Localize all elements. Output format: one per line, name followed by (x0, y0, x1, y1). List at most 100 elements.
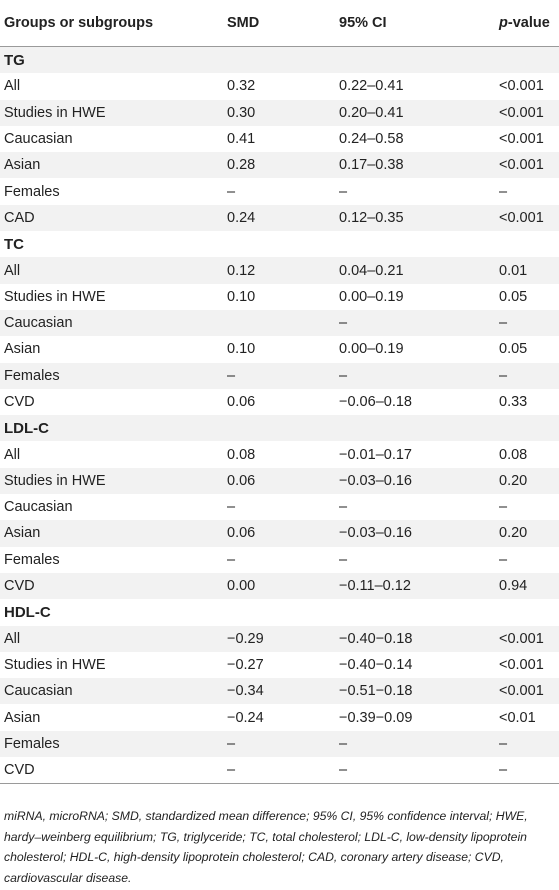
table-row: CVD – – – (0, 757, 559, 785)
subgroup-cell: Caucasian (4, 315, 73, 332)
table-row: Caucasian −0.34 −0.51−0.18 <0.001 (0, 678, 559, 705)
p-value-cell: 0.20 (499, 525, 528, 542)
ci-cell: −0.40−0.18 (339, 630, 413, 647)
empty-cell (227, 415, 339, 441)
subgroup-cell: Asian (4, 525, 41, 542)
ci-cell: – (339, 757, 499, 785)
p-value-cell: <0.001 (499, 209, 544, 226)
group-row: HDL-C (0, 599, 559, 626)
subgroup-cell: Studies in HWE (4, 104, 106, 121)
ci-cell: 0.12–0.35 (339, 209, 404, 226)
p-value-cell: 0.01 (499, 262, 528, 279)
header-groups: Groups or subgroups (0, 0, 227, 47)
table-row: All 0.08 −0.01–0.17 0.08 (0, 441, 559, 468)
subgroup-cell: Females (4, 183, 60, 200)
p-value-cell: <0.001 (499, 630, 544, 647)
table-row: CVD 0.06 −0.06–0.18 0.33 (0, 388, 559, 416)
table-row: All 0.32 0.22–0.41 <0.001 (0, 73, 559, 100)
header-p-italic: p (499, 15, 508, 31)
p-value-cell: 0.05 (499, 288, 528, 305)
ci-cell: – (339, 499, 348, 516)
header-p-rest: -value (507, 15, 550, 31)
table-row: Caucasian – – (0, 309, 559, 337)
subgroup-cell: Studies in HWE (4, 656, 106, 673)
table-row: Caucasian 0.41 0.24–0.58 <0.001 (0, 125, 559, 153)
p-value-cell: – (499, 499, 508, 516)
smd-cell: −0.24 (227, 709, 264, 726)
smd-cell: 0.06 (227, 472, 256, 489)
group-row: TG (0, 46, 559, 74)
smd-cell: – (227, 735, 236, 752)
smd-cell: 0.32 (227, 78, 256, 95)
group-label: HDL-C (4, 603, 51, 621)
ci-cell: 0.22–0.41 (339, 78, 404, 95)
smd-cell: – (227, 757, 339, 785)
p-value-cell: – (499, 183, 508, 200)
smd-cell: 0.08 (227, 446, 256, 463)
ci-cell: 0.00–0.19 (339, 341, 404, 358)
subgroup-cell: All (4, 262, 21, 279)
smd-cell: 0.10 (227, 341, 256, 358)
p-value-cell: 0.05 (499, 341, 528, 358)
results-table: Groups or subgroups SMD 95% CI p-value T… (0, 0, 559, 785)
smd-cell: 0.10 (227, 288, 256, 305)
empty-cell (499, 231, 559, 257)
subgroup-cell: Females (4, 367, 60, 384)
ci-cell: −0.03–0.16 (339, 525, 412, 542)
smd-cell: 0.24 (227, 209, 256, 226)
p-value-cell: 0.94 (499, 578, 528, 595)
p-value-cell: 0.33 (499, 394, 528, 410)
table-row: All 0.12 0.04–0.21 0.01 (0, 257, 559, 284)
subgroup-cell: CVD (4, 394, 35, 410)
p-value-cell: <0.001 (499, 683, 544, 700)
table-row: Studies in HWE −0.27 −0.40−0.14 <0.001 (0, 651, 559, 679)
p-value-cell: 0.08 (499, 446, 528, 463)
ci-cell: 0.00–0.19 (339, 288, 404, 305)
p-value-cell: – (499, 757, 559, 785)
group-row: TC (0, 231, 559, 258)
p-value-cell: <0.001 (499, 656, 544, 673)
empty-cell (227, 47, 339, 74)
subgroup-cell: Asian (4, 341, 41, 358)
p-value-cell: <0.001 (499, 157, 544, 174)
results-table-container: Groups or subgroups SMD 95% CI p-value T… (0, 0, 559, 785)
smd-cell: 0.30 (227, 104, 256, 121)
smd-cell: – (227, 183, 236, 200)
ci-cell: – (339, 367, 348, 384)
ci-cell: 0.04–0.21 (339, 262, 404, 279)
smd-cell: 0.12 (227, 262, 256, 279)
table-row: All −0.29 −0.40−0.18 <0.001 (0, 625, 559, 652)
table-row: Studies in HWE 0.06 −0.03–0.16 0.20 (0, 467, 559, 495)
smd-cell: – (227, 367, 236, 384)
table-row: Asian 0.10 0.00–0.19 0.05 (0, 336, 559, 363)
empty-cell (339, 415, 499, 441)
ci-cell: −0.39−0.09 (339, 709, 413, 726)
ci-cell: −0.40−0.14 (339, 656, 413, 673)
empty-cell (499, 599, 559, 625)
table-row: CVD 0.00 −0.11–0.12 0.94 (0, 572, 559, 600)
table-row: Studies in HWE 0.10 0.00–0.19 0.05 (0, 283, 559, 310)
table-body: TG All 0.32 0.22–0.41 <0.001 Studies in HWE 0.… (0, 46, 559, 785)
subgroup-cell: CVD (0, 757, 227, 785)
smd-cell: 0.06 (227, 394, 256, 410)
ci-cell: −0.11–0.12 (339, 578, 411, 595)
ci-cell: – (339, 315, 348, 332)
subgroup-cell: Studies in HWE (4, 288, 106, 305)
group-label: LDL-C (4, 419, 49, 437)
table-row: Females – – – (0, 362, 559, 389)
empty-cell (227, 231, 339, 257)
smd-cell: 0.41 (227, 131, 256, 148)
p-value-cell: <0.001 (499, 78, 544, 95)
p-value-cell: <0.001 (499, 104, 544, 121)
subgroup-cell: Asian (4, 157, 41, 174)
table-row: Caucasian – – – (0, 494, 559, 521)
p-value-cell: – (499, 551, 508, 568)
group-label: TC (4, 235, 24, 253)
empty-cell (499, 415, 559, 441)
p-value-cell: 0.20 (499, 472, 528, 489)
ci-cell: – (339, 735, 348, 752)
table-row: Studies in HWE 0.30 0.20–0.41 <0.001 (0, 99, 559, 126)
table-row: Females – – – (0, 178, 559, 205)
ci-cell: – (339, 551, 348, 568)
empty-cell (339, 599, 499, 625)
